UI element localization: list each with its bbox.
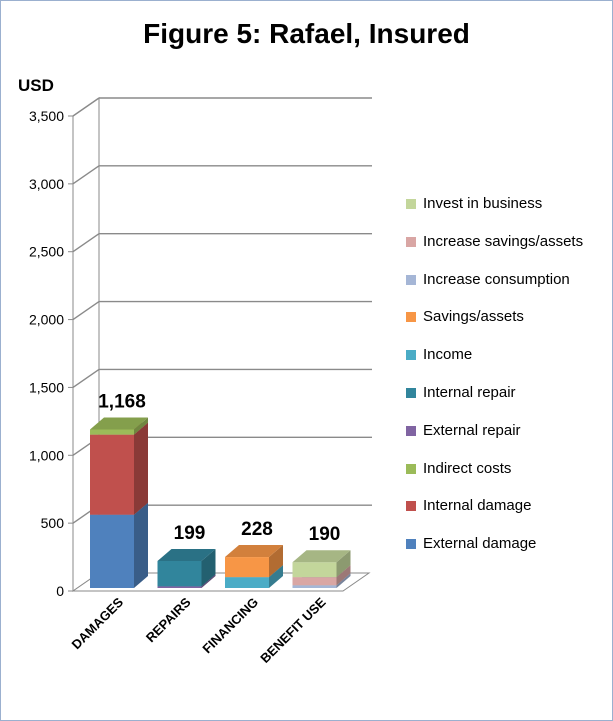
x-tick-label: REPAIRS [143,594,194,645]
legend-swatch [406,388,416,398]
bar-top [292,550,351,563]
bar-side [201,574,216,588]
bar-side [134,502,148,588]
legend-label: Savings/assets [423,308,524,326]
legend-label: Income [423,346,473,364]
bar-segment [292,550,351,578]
y-tick-label: 500 [41,515,65,531]
x-tick-label: FINANCING [199,595,261,657]
bar-side [336,565,351,586]
bar-top [225,545,283,558]
bar-front [292,577,337,586]
y-axis: 0 500 1,000 1,500 2,000 2,500 3,000 3,500 [29,108,74,599]
gridline-side [72,165,100,185]
y-tick-label: 0 [56,583,64,599]
bar-front [225,577,269,588]
gridline-side [72,300,100,321]
legend-swatch [406,350,416,361]
bar-side [201,548,216,587]
bar-segment [90,422,148,515]
legend-swatch [406,501,416,512]
bar-side [134,417,148,435]
bar-segment [157,548,216,587]
legend-swatch [406,539,416,550]
x-tick-label: BENEFIT USE [257,594,329,666]
y-tick-label: 1,000 [29,447,64,463]
y-tick-label: 2,000 [29,312,64,328]
bar-front [90,434,134,515]
bar-side [336,550,351,578]
total-label: 199 [174,523,206,544]
bar-segment [90,417,148,435]
bar-front [292,585,337,588]
gridline-side [72,97,100,117]
x-tick-label: DAMAGES [69,594,127,652]
bar-front [292,562,337,578]
legend-label: Increase consumption [423,270,570,288]
bar-segment [90,502,148,588]
legend-swatch [406,463,416,474]
y-tick-label: 1,500 [29,379,64,395]
legend-swatch [406,425,416,436]
bar-top [157,548,216,561]
legend-label: Invest in business [423,195,543,212]
bar-front [225,557,269,578]
y-tick-label: 3,000 [29,176,64,192]
bar-front [90,514,134,588]
legend-swatch [406,312,416,323]
legend-label: Indirect costs [423,459,512,477]
bar-side [269,545,283,578]
gridline-side [72,233,100,253]
y-tick-label: 3,500 [29,108,64,124]
bar-top [90,417,148,430]
bar-side [269,565,283,588]
legend-label: External damage [423,535,537,553]
legend-label: Internal damage [423,497,532,515]
legend-swatch [406,274,416,285]
bar-side [134,422,148,515]
y-axis-unit-label: USD [18,76,54,95]
legend-swatch [406,236,416,247]
total-label: 190 [309,524,341,545]
y-tick-label: 2,500 [29,244,64,260]
legend-swatch [406,199,416,209]
chart-title: Figure 5: Rafael, Insured [143,18,470,49]
bar-segment [225,545,283,578]
bars [90,417,351,588]
bar-side [336,573,351,588]
total-labels: 1,168 199 228 190 [98,391,340,545]
bar-front [157,586,202,588]
legend-label: External repair [423,421,521,439]
total-label: 228 [241,519,273,540]
legend-label: Increase savings/assets [423,232,584,250]
bar-front [90,429,134,435]
bar-front [157,560,202,587]
total-label: 1,168 [98,391,146,412]
gridline-side [72,368,100,389]
legend-label: Internal repair [423,384,516,401]
